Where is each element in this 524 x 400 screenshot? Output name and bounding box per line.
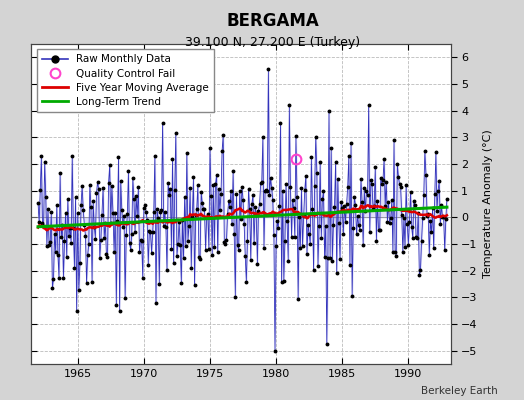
Legend: Raw Monthly Data, Quality Control Fail, Five Year Moving Average, Long-Term Tren: Raw Monthly Data, Quality Control Fail, … — [37, 49, 214, 112]
Text: 39.100 N, 27.200 E (Turkey): 39.100 N, 27.200 E (Turkey) — [185, 36, 360, 49]
Text: BERGAMA: BERGAMA — [226, 12, 319, 30]
Y-axis label: Temperature Anomaly (°C): Temperature Anomaly (°C) — [483, 130, 493, 278]
Text: Berkeley Earth: Berkeley Earth — [421, 386, 498, 396]
